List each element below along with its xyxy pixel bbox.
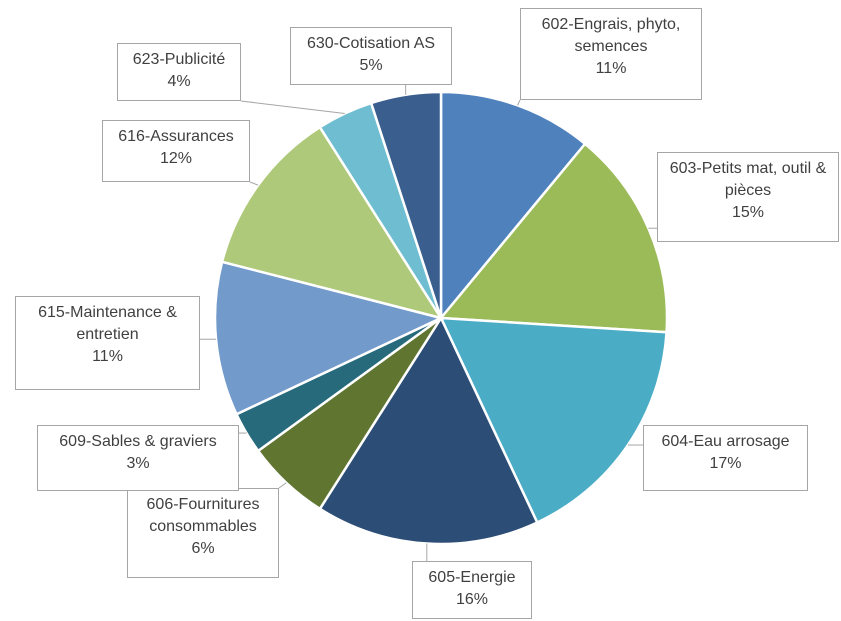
leader-line: [249, 181, 259, 186]
data-label: 603-Petits mat, outil & pièces 15%: [657, 152, 839, 242]
data-label: 606-Fournitures consommables 6%: [127, 488, 279, 578]
value-label: 3%: [126, 455, 150, 472]
value-label: 6%: [191, 540, 215, 557]
category-label: 615-Maintenance & entretien: [38, 304, 177, 343]
data-label: 616-Assurances 12%: [102, 120, 250, 182]
category-label: 606-Fournitures consommables: [146, 496, 260, 535]
data-label: 623-Publicité 4%: [117, 43, 241, 101]
category-label: 603-Petits mat, outil & pièces: [669, 160, 827, 199]
leader-line: [517, 99, 521, 106]
pie-slice: [439, 90, 587, 322]
value-label: 11%: [595, 60, 627, 77]
category-label: 609-Sables & graviers: [59, 433, 217, 450]
value-label: 4%: [167, 73, 191, 90]
data-label: 630-Cotisation AS 5%: [290, 27, 452, 85]
data-label: 609-Sables & graviers 3%: [37, 425, 239, 491]
data-label: 605-Energie 16%: [412, 561, 532, 619]
pie-slice: [213, 260, 445, 416]
data-label: 602-Engrais, phyto, semences 11%: [520, 8, 702, 100]
value-label: 5%: [359, 57, 383, 74]
leader-line: [278, 482, 287, 489]
pie-slice: [318, 315, 539, 546]
value-label: 16%: [455, 591, 489, 608]
data-label: 615-Maintenance & entretien 11%: [15, 296, 200, 390]
value-label: 17%: [709, 455, 742, 472]
category-label: 605-Energie: [428, 569, 516, 586]
category-label: 616-Assurances: [118, 128, 234, 145]
data-label: 604-Eau arrosage 17%: [643, 425, 808, 491]
category-label: 602-Engrais, phyto, semences: [541, 16, 681, 55]
value-label: 11%: [92, 348, 123, 365]
value-label: 12%: [159, 150, 193, 167]
pie-slice: [438, 316, 668, 525]
category-label: 623-Publicité: [132, 51, 226, 68]
leader-line: [240, 100, 345, 115]
value-label: 15%: [731, 204, 765, 221]
category-label: 630-Cotisation AS: [306, 35, 436, 52]
category-label: 604-Eau arrosage: [661, 433, 790, 450]
